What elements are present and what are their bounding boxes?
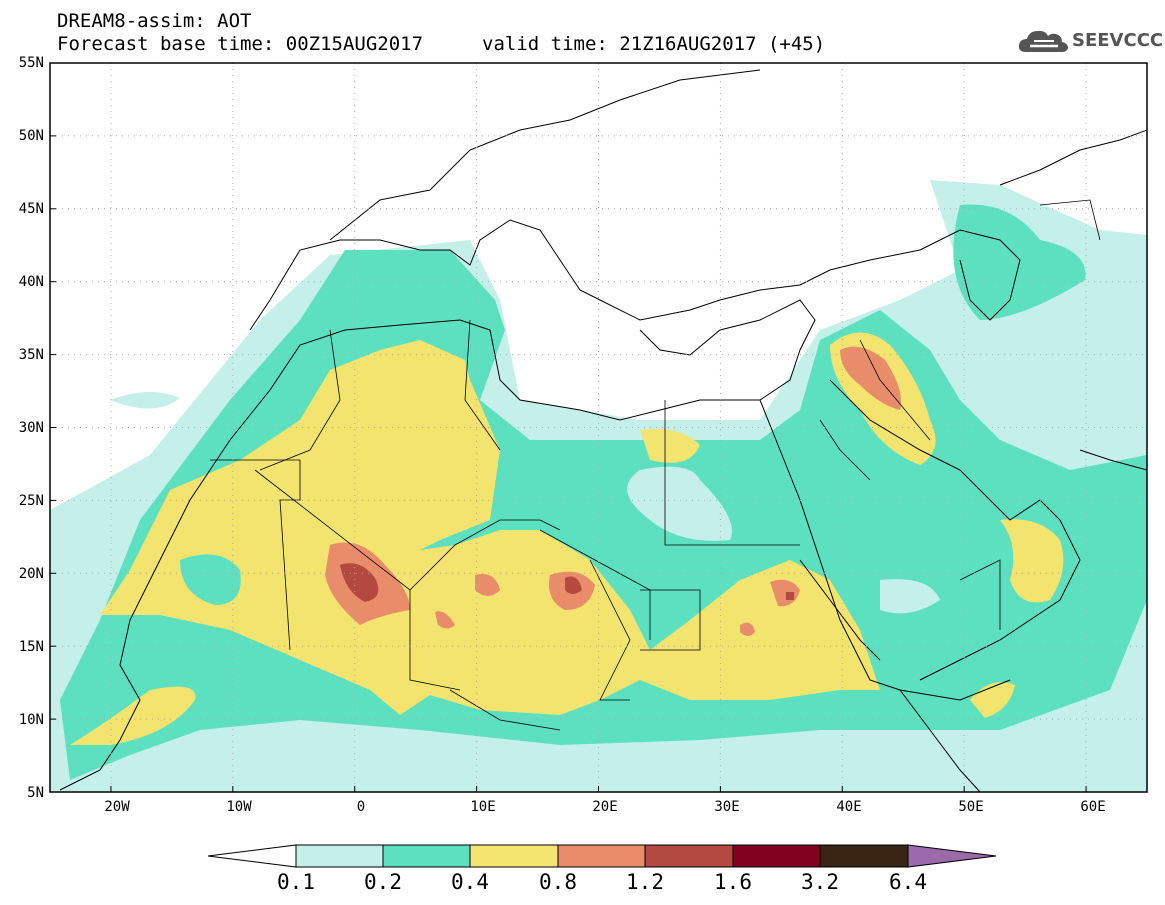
colorbar-under-arrow	[207, 844, 297, 868]
lon-label-40e: 40E	[836, 799, 862, 815]
lon-label-10w: 10W	[226, 799, 252, 815]
colorbar-over-arrow	[907, 844, 997, 868]
colorbar-bin-5	[644, 844, 734, 868]
lon-label-50e: 50E	[958, 799, 984, 815]
lon-label-60e: 60E	[1080, 799, 1106, 815]
lon-label-20e: 20E	[592, 799, 618, 815]
lon-label-10e: 10E	[470, 799, 496, 815]
colorbar-label-0.2: 0.2	[364, 870, 402, 894]
colorbar-bin-3	[469, 844, 559, 868]
forecast-base-time: Forecast base time: 00Z15AUG2017	[57, 33, 424, 55]
colorbar-bin-1	[295, 844, 384, 868]
cloud-icon	[1018, 30, 1068, 52]
colorbar-label-1.6: 1.6	[714, 870, 752, 894]
seevccc-logo: SEEVCCC	[1018, 26, 1163, 56]
colorbar-bin-2	[382, 844, 471, 868]
aot-field	[50, 63, 1147, 792]
lat-label-25n: 25N	[18, 493, 44, 509]
axis-ticks	[50, 62, 1087, 793]
coastlines	[59, 69, 1147, 792]
lat-label-30n: 30N	[18, 420, 44, 436]
colorbar-label-6.4: 6.4	[889, 870, 927, 894]
lat-label-10n: 10N	[18, 712, 44, 728]
colorbar-label-3.2: 3.2	[801, 870, 839, 894]
colorbar-label-1.2: 1.2	[626, 870, 664, 894]
colorbar-label-0.1: 0.1	[277, 870, 315, 894]
colorbar-bin-6	[732, 844, 821, 868]
lat-label-5n: 5N	[27, 785, 44, 801]
lat-label-45n: 45N	[18, 201, 44, 217]
colorbar	[207, 844, 997, 868]
map-title: DREAM8-assim: AOT	[57, 10, 252, 32]
logo-text: SEEVCCC	[1072, 30, 1164, 51]
colorbar-bin-7	[819, 844, 909, 868]
colorbar-label-0.8: 0.8	[539, 870, 577, 894]
valid-time: valid time: 21Z16AUG2017 (+45)	[482, 33, 826, 55]
lon-label-20w: 20W	[104, 799, 130, 815]
colorbar-bin-4	[557, 844, 646, 868]
lon-label-30e: 30E	[714, 799, 740, 815]
lat-label-15n: 15N	[18, 639, 44, 655]
aot-contour-0.4	[100, 340, 880, 715]
lat-label-35n: 35N	[18, 347, 44, 363]
lat-label-40n: 40N	[18, 274, 44, 290]
lat-label-50n: 50N	[18, 128, 44, 144]
lat-label-55n: 55N	[18, 55, 44, 71]
lon-label-0: 0	[356, 799, 366, 815]
lat-label-20n: 20N	[18, 566, 44, 582]
country-borders	[210, 199, 1101, 731]
colorbar-label-0.4: 0.4	[451, 870, 489, 894]
